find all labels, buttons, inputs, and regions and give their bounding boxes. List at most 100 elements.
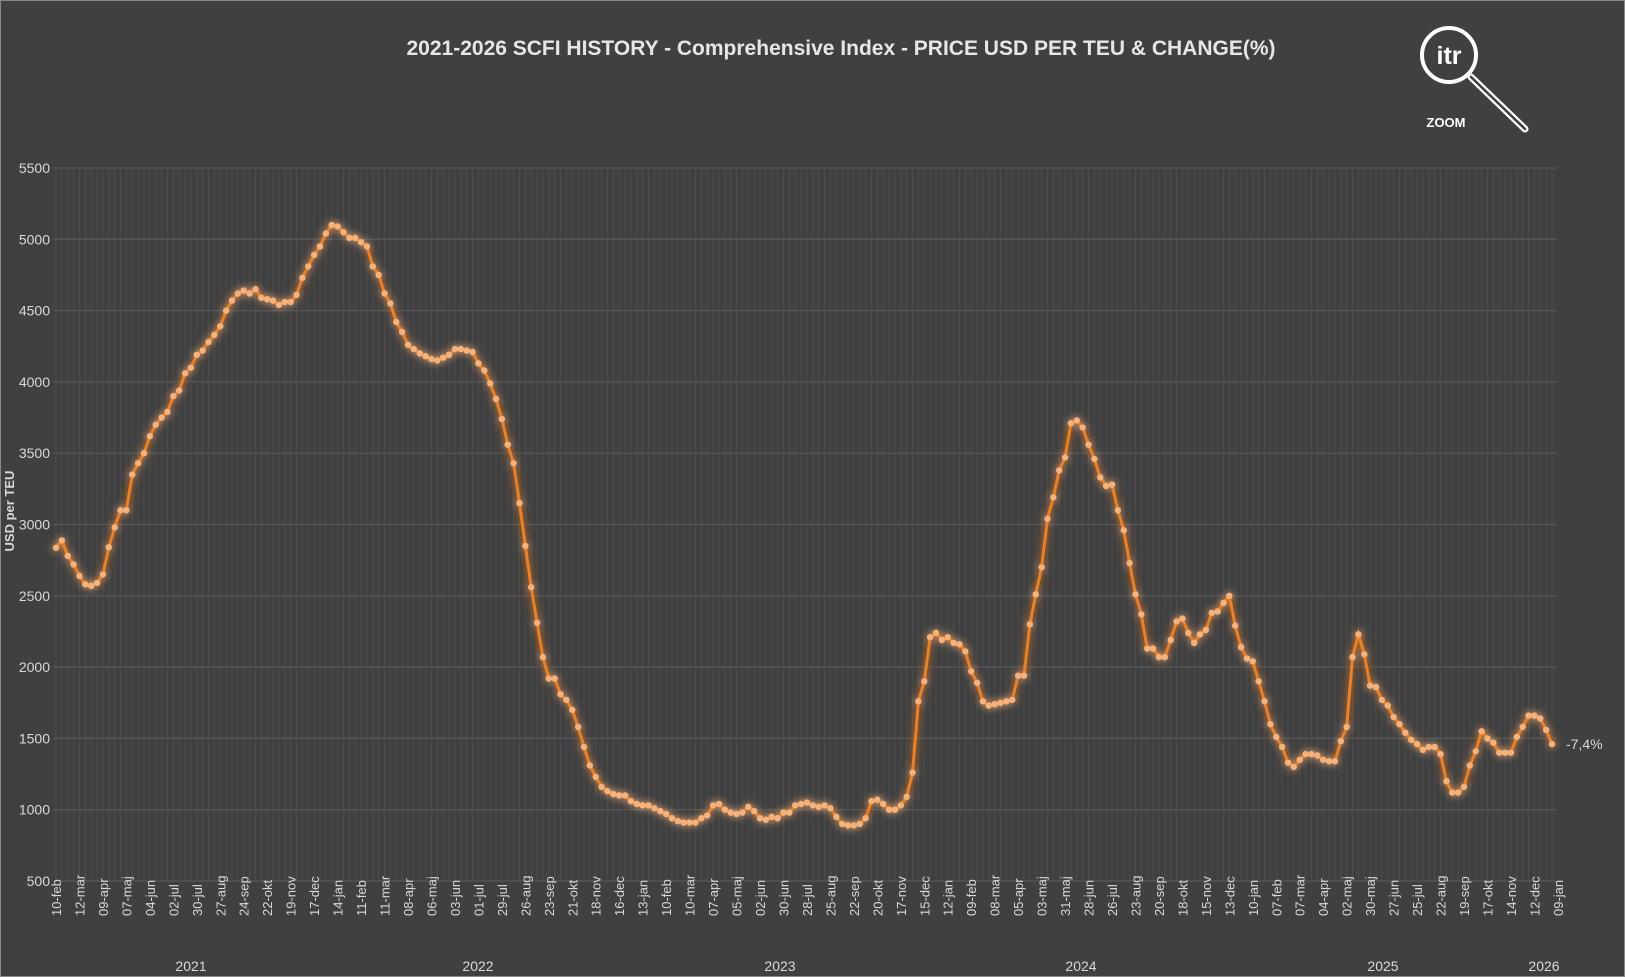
year-label: 2025 — [1367, 958, 1398, 974]
data-point — [328, 221, 335, 229]
data-point — [1038, 564, 1045, 571]
x-tick-label: 31-maj — [1058, 876, 1073, 916]
y-tick-label: 1500 — [19, 730, 50, 746]
data-point — [129, 471, 136, 478]
data-point — [1296, 756, 1303, 763]
y-axis-ticks: 500 1000 1500 2000 2500 3000 3500 4000 4500 5000 5… — [19, 160, 50, 889]
data-point — [469, 348, 476, 356]
data-point — [1044, 515, 1051, 522]
data-point — [1325, 758, 1333, 765]
data-point — [915, 698, 922, 705]
data-point — [217, 323, 224, 330]
data-point — [287, 298, 294, 306]
data-point — [539, 653, 547, 661]
data-point — [1542, 726, 1550, 734]
data-point — [522, 542, 529, 550]
x-tick-label: 30-maj — [1363, 876, 1378, 916]
data-point — [762, 816, 770, 823]
x-tick-label: 04-apr — [1316, 878, 1331, 916]
data-point — [792, 802, 799, 809]
data-point — [134, 459, 142, 467]
data-point — [616, 792, 623, 799]
x-tick-label: 17-okt — [1480, 879, 1495, 916]
data-point — [956, 641, 963, 648]
data-point — [1108, 481, 1116, 488]
data-point — [387, 300, 394, 307]
grid — [53, 167, 1557, 882]
data-point — [1067, 420, 1075, 427]
data-point — [991, 700, 998, 708]
data-point — [486, 380, 494, 387]
data-point — [563, 696, 570, 704]
data-point — [1102, 482, 1110, 490]
data-point — [1167, 636, 1174, 644]
data-point — [745, 803, 752, 811]
data-point — [181, 370, 189, 377]
data-point — [299, 274, 306, 282]
x-tick-label: 13-dec — [1222, 876, 1237, 916]
y-tick-label: 1000 — [19, 802, 50, 818]
data-point — [569, 706, 576, 714]
data-point — [322, 230, 330, 237]
data-point — [1267, 720, 1274, 728]
x-tick-label: 11-mar — [378, 875, 393, 916]
data-point — [1173, 618, 1180, 625]
data-point — [404, 341, 412, 349]
data-point — [580, 743, 588, 751]
data-point — [1449, 789, 1456, 796]
data-point — [252, 286, 259, 293]
data-point — [1138, 611, 1145, 618]
x-tick-label: 12-mar — [72, 874, 87, 916]
x-tick-label: 22-aug — [1434, 876, 1449, 916]
data-point — [1513, 733, 1521, 741]
data-point — [246, 290, 253, 297]
data-point — [891, 806, 899, 813]
y-tick-label: 4500 — [19, 303, 50, 319]
x-tick-label: 10-jan — [1246, 880, 1261, 916]
data-point — [498, 415, 506, 423]
data-point — [1302, 750, 1309, 758]
data-point — [838, 820, 846, 828]
x-tick-label: 14-nov — [1504, 876, 1519, 916]
data-point — [721, 806, 728, 813]
data-point — [1278, 743, 1286, 751]
x-tick-label: 18-nov — [589, 876, 604, 916]
x-tick-label: 28-jul — [800, 884, 815, 916]
data-point — [1372, 683, 1380, 691]
data-point — [70, 561, 77, 568]
data-point — [786, 809, 793, 816]
data-point — [1179, 615, 1186, 622]
x-tick-label: 16-dec — [612, 876, 627, 916]
data-point — [1519, 723, 1526, 731]
data-point — [586, 762, 594, 769]
data-point — [874, 796, 881, 803]
data-point — [1185, 629, 1192, 637]
data-point — [1390, 713, 1397, 721]
data-point — [668, 815, 676, 822]
x-tick-label: 08-mar — [988, 874, 1003, 916]
x-tick-label: 17-nov — [894, 876, 909, 916]
data-point — [1126, 559, 1133, 567]
x-tick-label: 11-feb — [354, 880, 369, 916]
x-tick-label: 06-maj — [424, 876, 439, 916]
data-point — [921, 678, 928, 685]
y-tick-label: 3000 — [19, 517, 50, 533]
data-point — [82, 581, 89, 588]
data-point — [410, 345, 418, 353]
data-point — [1050, 494, 1057, 501]
data-point — [234, 290, 242, 297]
x-tick-label: 27-jun — [1387, 880, 1402, 916]
data-point — [1419, 746, 1427, 754]
data-point — [422, 353, 429, 360]
data-point — [1091, 455, 1098, 463]
x-tick-label: 12-dec — [1527, 876, 1542, 916]
data-point — [1531, 712, 1538, 719]
data-point — [827, 805, 834, 812]
y-tick-label: 5000 — [19, 231, 50, 247]
data-point — [1413, 740, 1421, 748]
x-tick-label: 30-jul — [190, 884, 205, 916]
data-point — [504, 441, 511, 448]
data-point — [797, 800, 805, 808]
data-point — [727, 809, 734, 816]
